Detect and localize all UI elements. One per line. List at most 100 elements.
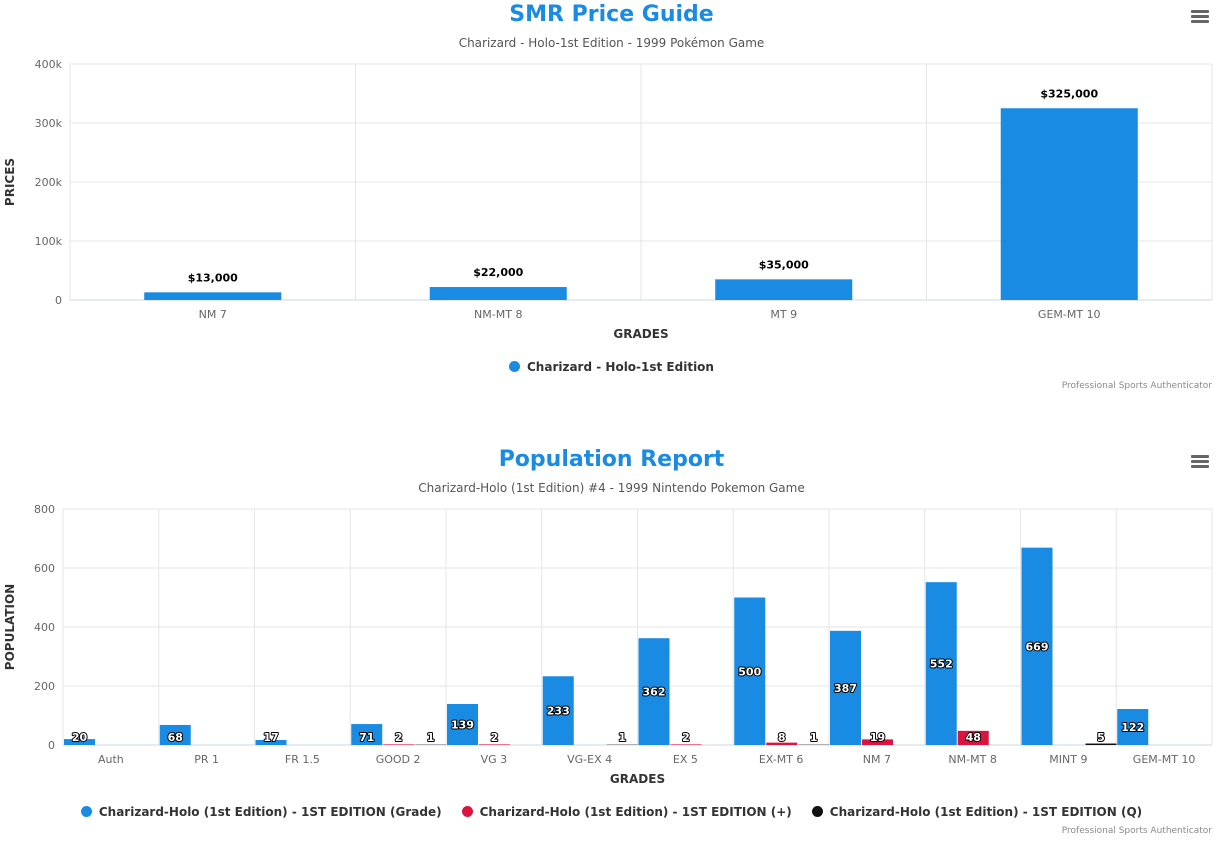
chart-subtitle: Charizard-Holo (1st Edition) #4 - 1999 N… [418,481,805,495]
y-tick-label: 400k [35,58,63,71]
bar [715,279,853,300]
bar [1021,547,1053,745]
data-label: 2 [491,731,499,744]
y-tick-label: 800 [34,503,55,516]
bar [447,703,478,745]
data-label: 17 [263,731,278,744]
data-label: $325,000 [1040,87,1098,100]
legend-dot-icon [509,361,520,372]
price-guide-chart: SMR Price Guide Charizard - Holo-1st Edi… [0,0,1223,420]
chart-title: SMR Price Guide [509,2,714,27]
bar [830,630,861,745]
legend-item[interactable]: Charizard - Holo-1st Edition [509,360,714,374]
population-chart-legend: Charizard-Holo (1st Edition) - 1ST EDITI… [0,805,1223,819]
data-label: 139 [451,718,474,731]
x-tick-label: EX-MT 6 [759,753,804,766]
y-tick-label: 0 [55,294,62,307]
x-tick-label: NM 7 [199,308,227,321]
bar [638,638,670,745]
x-tick-label: NM 7 [863,753,891,766]
data-label: 1 [618,731,626,744]
x-tick-label: EX 5 [673,753,698,766]
data-label: 233 [547,705,570,718]
data-label: 68 [168,731,183,744]
legend-dot-icon [811,806,823,817]
data-label: 500 [738,665,761,678]
data-label: 552 [930,658,953,671]
y-axis-title: PRICES [3,158,17,206]
y-tick-label: 400 [34,621,55,634]
legend-label: Charizard-Holo (1st Edition) - 1ST EDITI… [829,805,1143,819]
x-tick-label: NM-MT 8 [948,753,996,766]
y-tick-label: 600 [34,562,55,575]
bar [925,582,957,745]
data-label: 387 [834,682,857,695]
chart-credits[interactable]: Professional Sports Authenticator [1061,826,1212,836]
bar [255,739,287,745]
legend-item[interactable]: Charizard-Holo (1st Edition) - 1ST EDITI… [80,805,442,819]
x-tick-label: GOOD 2 [376,753,421,766]
data-label: 5 [1097,731,1105,744]
legend-label: Charizard-Holo (1st Edition) - 1ST EDITI… [98,805,442,819]
legend-item[interactable]: Charizard-Holo (1st Edition) - 1ST EDITI… [811,805,1143,819]
x-tick-label: NM-MT 8 [474,308,522,321]
x-tick-label: MT 9 [770,308,797,321]
chart-title: Population Report [498,447,725,472]
x-tick-label: PR 1 [194,753,219,766]
chart-subtitle: Charizard - Holo-1st Edition - 1999 Poké… [458,36,765,50]
x-tick-label: FR 1.5 [285,753,320,766]
bar [542,676,574,745]
x-tick-label: VG 3 [481,753,508,766]
x-tick-label: GEM-MT 10 [1133,753,1196,766]
price-chart-svg: 0 100k 200k 300k 400k NM 7 NM-MT 8 MT 9 GEM-MT 1… [3,58,1213,341]
data-label: 48 [966,731,981,744]
y-tick-label: 200k [35,176,63,189]
data-label: 20 [72,731,88,744]
legend-label: Charizard - Holo-1st Edition [527,360,714,374]
bar [957,730,989,745]
x-axis-title: GRADES [610,772,665,786]
population-report-chart: Population Report Charizard-Holo (1st Ed… [0,445,1223,842]
bar [862,739,893,745]
bar [1085,743,1117,745]
legend-dot-icon [461,806,473,817]
data-label: 1 [810,731,818,744]
data-label: $13,000 [188,271,238,284]
bar [734,597,766,745]
data-label: 2 [395,731,403,744]
legend-dot-icon [80,806,92,817]
y-tick-label: 0 [48,739,55,752]
x-axis-title: GRADES [613,327,668,341]
legend-item[interactable]: Charizard-Holo (1st Edition) - 1ST EDITI… [461,805,792,819]
y-tick-label: 100k [35,235,63,248]
data-label: 1 [427,731,435,744]
x-tick-label: VG-EX 4 [567,753,612,766]
data-label: $35,000 [759,258,809,271]
data-label: 71 [359,731,374,744]
bar [383,744,415,745]
hamburger-menu-icon[interactable] [1191,10,1209,24]
population-chart-svg: 0 200 400 600 800 Auth PR 1 FR 1.5 GOOD 2 VG 3 VG-… [3,503,1213,786]
data-label: 19 [870,731,885,744]
bar [351,724,383,745]
data-label: 8 [778,731,786,744]
bar [1117,709,1149,745]
hamburger-menu-icon[interactable] [1191,455,1209,469]
bar [159,724,191,745]
x-tick-label: Auth [98,753,124,766]
legend-label: Charizard-Holo (1st Edition) - 1ST EDITI… [479,805,792,819]
data-label: 669 [1026,640,1049,653]
x-tick-label: MINT 9 [1049,753,1087,766]
y-tick-label: 300k [35,117,63,130]
data-label: 2 [682,731,690,744]
chart-credits[interactable]: Professional Sports Authenticator [1061,381,1212,391]
bar [766,742,798,745]
data-label: $22,000 [473,266,523,279]
data-label: 362 [643,686,666,699]
y-tick-label: 200 [34,680,55,693]
bar [479,744,510,745]
bar [144,292,282,300]
bar [64,739,95,745]
data-label: 122 [1121,721,1144,734]
bar [1000,108,1138,300]
